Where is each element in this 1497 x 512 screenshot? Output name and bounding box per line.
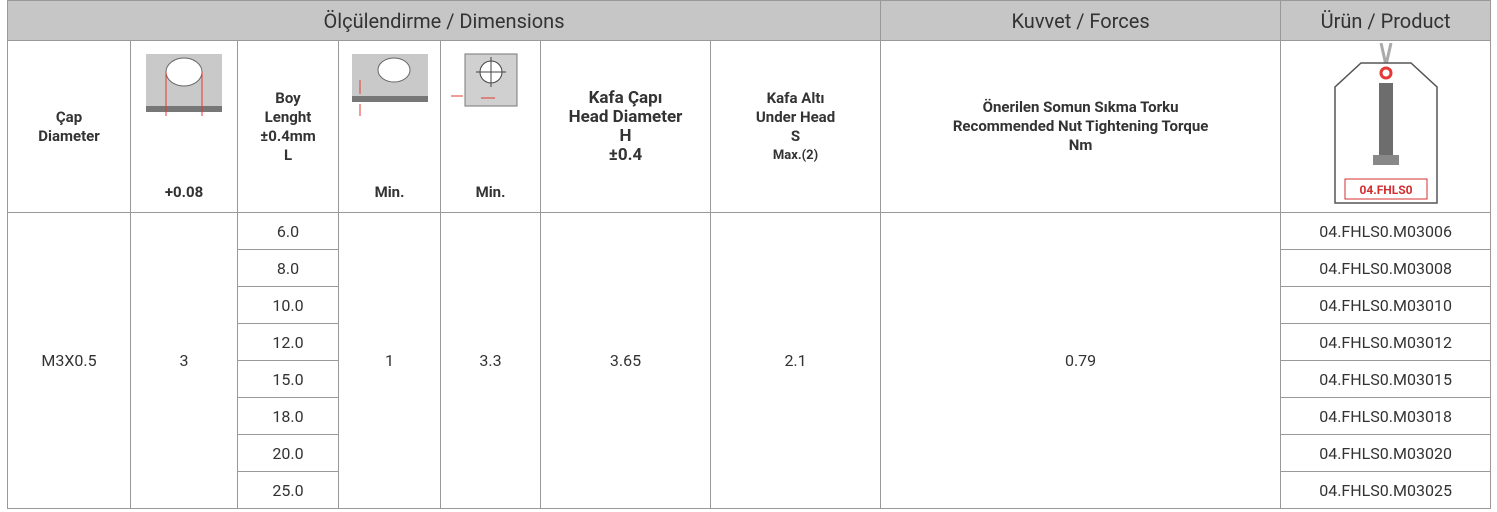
- cell: 20.0: [238, 435, 339, 472]
- cell: M3X0.5: [8, 213, 131, 509]
- header-line: Recommended Nut Tightening Torque: [881, 117, 1280, 136]
- header-line: Under Head: [711, 108, 880, 127]
- header-line: Diameter: [8, 127, 130, 146]
- header-line: Head Diameter: [541, 108, 710, 127]
- cell: 0.79: [881, 213, 1281, 509]
- cell: 04.FHLS0.M03010: [1281, 287, 1491, 324]
- cell: 04.FHLS0.M03012: [1281, 324, 1491, 361]
- thickness-icon: [350, 52, 430, 116]
- product-image: 04.FHLS0: [1331, 43, 1441, 207]
- cell: 6.0: [238, 213, 339, 250]
- header-line: Kafa Altı: [711, 89, 880, 108]
- cell: 1: [339, 213, 441, 509]
- header-line: Kafa Çapı: [541, 89, 710, 108]
- cell-box: Min.: [339, 52, 440, 202]
- cell: 04.FHLS0.M03018: [1281, 398, 1491, 435]
- header-line: ±0.4mm: [238, 127, 338, 146]
- cell: 12.0: [238, 324, 339, 361]
- screw-thread: [1379, 83, 1393, 155]
- cell: 8.0: [238, 250, 339, 287]
- group-header: Ölçülendirme / Dimensions: [8, 1, 881, 41]
- cell: 2.1: [711, 213, 881, 509]
- group-header: Kuvvet / Forces: [881, 1, 1281, 41]
- cell: 04.FHLS0.M03025: [1281, 472, 1491, 509]
- group-row: Ölçülendirme / Dimensions Kuvvet / Force…: [8, 1, 1491, 41]
- cell: 15.0: [238, 361, 339, 398]
- cell-box: +0.08: [131, 52, 237, 202]
- col-header: +0.08: [131, 41, 238, 213]
- col-header: 04.FHLS0: [1281, 41, 1491, 213]
- header-line: Max.(2): [711, 146, 880, 165]
- cell: 04.FHLS0.M03008: [1281, 250, 1491, 287]
- cell-box: Min.: [441, 52, 540, 202]
- col-header: Min.: [441, 41, 541, 213]
- cell: 3: [131, 213, 238, 509]
- header-line: S: [711, 127, 880, 146]
- hole: [378, 58, 410, 82]
- header-line: Nm: [881, 136, 1280, 155]
- screw-head: [1373, 155, 1399, 165]
- product-label: 04.FHLS0: [1359, 183, 1412, 197]
- header-line: Çap: [8, 108, 130, 127]
- plate-edge: [146, 106, 222, 112]
- header-line: Lenght: [238, 108, 338, 127]
- header-line: Min.: [375, 183, 405, 202]
- page: Ölçülendirme / Dimensions Kuvvet / Force…: [0, 0, 1497, 512]
- cell: 3.65: [541, 213, 711, 509]
- header-line: +0.08: [165, 183, 203, 202]
- cell: 04.FHLS0.M03006: [1281, 213, 1491, 250]
- plate-edge: [352, 96, 428, 102]
- header-line: L: [238, 146, 338, 165]
- hole: [166, 58, 202, 86]
- header-line: H: [541, 127, 710, 146]
- header-line: ±0.4: [541, 146, 710, 165]
- hole-icon: [144, 52, 224, 116]
- cell: 10.0: [238, 287, 339, 324]
- string: [1381, 43, 1391, 65]
- header-line: Boy: [238, 89, 338, 108]
- header-line: Min.: [476, 183, 506, 202]
- cell: 04.FHLS0.M03020: [1281, 435, 1491, 472]
- position-icon: [451, 52, 531, 116]
- cell: 04.FHLS0.M03015: [1281, 361, 1491, 398]
- cell: 18.0: [238, 398, 339, 435]
- cell: 25.0: [238, 472, 339, 509]
- col-header: Min.: [339, 41, 441, 213]
- header-line: Önerilen Somun Sıkma Torku: [881, 98, 1280, 117]
- group-header: Ürün / Product: [1281, 1, 1491, 41]
- cell: 3.3: [441, 213, 541, 509]
- spec-table: Ölçülendirme / Dimensions Kuvvet / Force…: [7, 0, 1491, 509]
